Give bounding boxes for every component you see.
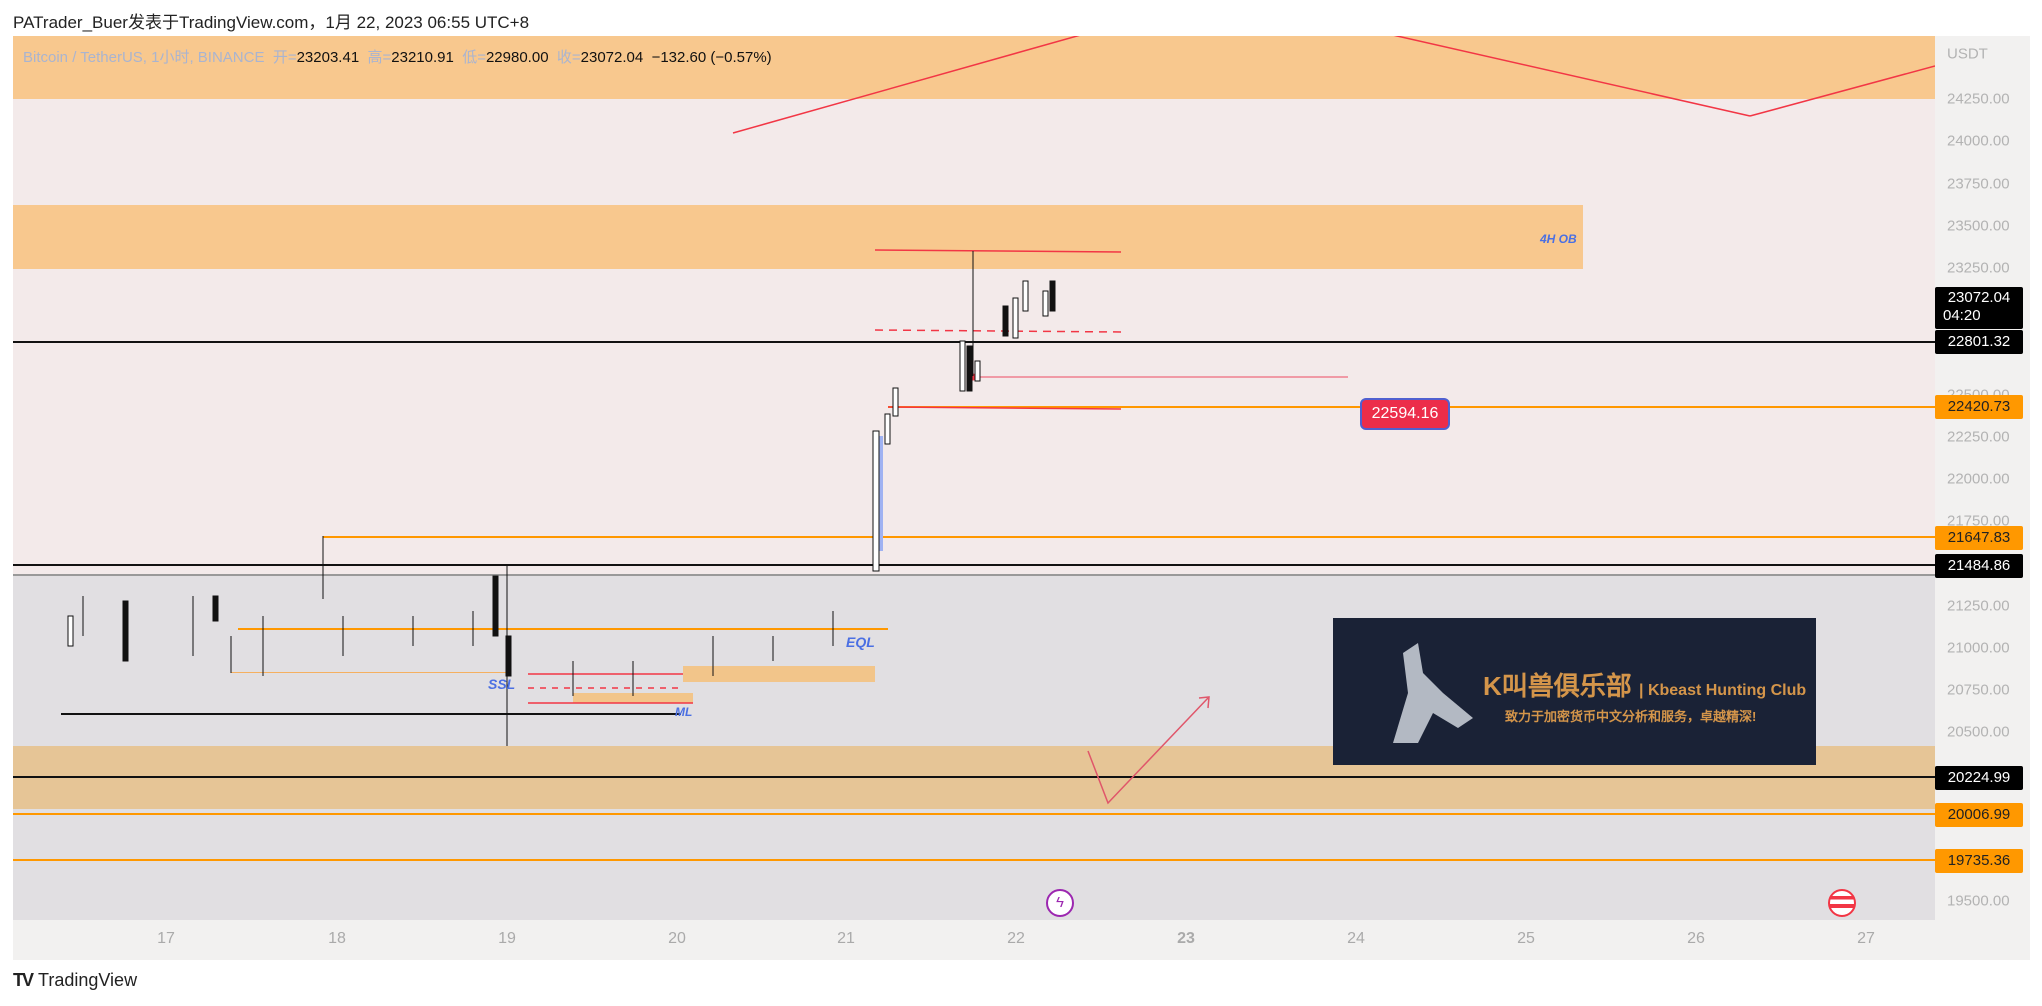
price-tag-21484: 21484.86: [1935, 554, 2023, 578]
time-label: 22: [1007, 930, 1025, 947]
price-tag-22420: 22420.73: [1935, 395, 2023, 419]
time-axis[interactable]: 17 18 19 20 21 22 23 24 25 26 27: [13, 920, 2030, 960]
currency-label: USDT: [1947, 45, 1988, 63]
footer-brand: TradingView: [38, 970, 138, 990]
time-label: 23: [1177, 930, 1195, 947]
time-label: 18: [328, 930, 346, 947]
level-21647[interactable]: [323, 536, 1935, 538]
open-label: 开=: [272, 49, 297, 66]
high-label: 高=: [367, 49, 392, 66]
price-marker-label[interactable]: 22594.16: [1360, 398, 1450, 430]
time-label: 27: [1857, 930, 1875, 947]
chart-pane[interactable]: 4H OB: [13, 36, 1935, 920]
price-tag-20224: 20224.99: [1935, 766, 2023, 790]
level-20224[interactable]: [13, 776, 1935, 778]
order-block-4h: [13, 205, 1583, 269]
tick: 23250.00: [1947, 259, 2010, 277]
change-value: −132.60 (−0.57%): [651, 49, 772, 66]
price-tag-22801: 22801.32: [1935, 330, 2023, 354]
publisher-line: PATrader_Buer发表于TradingView.com，1月 22, 2…: [13, 13, 530, 32]
price-tag-19735: 19735.36: [1935, 849, 2023, 873]
tick: 22000.00: [1947, 470, 2010, 488]
fvg-zone-1: [683, 666, 875, 682]
ssl-line[interactable]: [231, 672, 511, 673]
time-label: 20: [668, 930, 686, 947]
level-19735[interactable]: [13, 859, 1935, 861]
eql-label: EQL: [846, 634, 875, 650]
close-label: 收=: [556, 49, 581, 66]
tick: 23750.00: [1947, 175, 2010, 193]
tick: 20500.00: [1947, 723, 2010, 741]
time-label: 21: [837, 930, 855, 947]
drawings-layer: [67, 36, 1935, 805]
range-top-gray: [13, 574, 1935, 576]
time-label: 25: [1517, 930, 1535, 947]
hunter-illustration-icon: [1393, 643, 1473, 743]
high-value: 23210.91: [391, 49, 454, 66]
tick: 21750.00: [1947, 512, 2010, 530]
tick: 19500.00: [1947, 892, 2010, 910]
eql-line[interactable]: [238, 628, 888, 630]
lightning-event-icon[interactable]: ϟ: [1046, 889, 1074, 917]
low-label: 低=: [462, 49, 486, 66]
symbol-name[interactable]: Bitcoin / TetherUS, 1小时, BINANCE: [23, 49, 265, 66]
ml-label: ML: [675, 705, 693, 719]
time-label: 19: [498, 930, 516, 947]
supply-zone-top: [13, 36, 1935, 99]
tick: 21250.00: [1947, 597, 2010, 615]
level-20006[interactable]: [13, 813, 1935, 815]
open-value: 23203.41: [296, 49, 360, 66]
level-22801[interactable]: [13, 341, 1935, 343]
price-tag-21647: 21647.83: [1935, 526, 2023, 550]
bar-countdown: 04:20: [1943, 307, 1981, 324]
kbeast-club-banner: K叫兽俱乐部 | Kbeast Hunting Club 致力于加密货币中文分析…: [1333, 618, 1816, 765]
ml-line[interactable]: [61, 713, 681, 715]
close-value: 23072.04: [580, 49, 644, 66]
tick: 24000.00: [1947, 132, 2010, 150]
banner-subtitle: 致力于加密货币中文分析和服务，卓越精深!: [1505, 709, 1757, 724]
time-label: 17: [157, 930, 175, 947]
tick: 22250.00: [1947, 428, 2010, 446]
fvg-zone-2: [573, 693, 693, 703]
ob-label: 4H OB: [1540, 232, 1577, 246]
us-flag-event-icon[interactable]: [1828, 889, 1856, 917]
price-axis[interactable]: USDT 24250.00 24000.00 23750.00 23500.00…: [1935, 36, 2030, 920]
tick: 24250.00: [1947, 90, 2010, 108]
symbol-info-bar: Bitcoin / TetherUS, 1小时, BINANCE 开=23203…: [23, 46, 772, 67]
low-value: 22980.00: [485, 49, 549, 66]
level-21484[interactable]: [13, 564, 1935, 566]
price-tag-20006: 20006.99: [1935, 803, 2023, 827]
banner-title: K叫兽俱乐部 | Kbeast Hunting Club: [1483, 671, 1807, 701]
tradingview-footer[interactable]: TV TradingView: [13, 970, 137, 991]
tick: 23500.00: [1947, 217, 2010, 235]
current-price: 23072.04: [1947, 289, 2011, 306]
tick: 21000.00: [1947, 639, 2010, 657]
tick: 20750.00: [1947, 681, 2010, 699]
time-label: 26: [1687, 930, 1705, 947]
ssl-label: SSL: [488, 676, 516, 692]
tradingview-logo-icon: TV: [13, 970, 34, 990]
current-price-tag: 23072.04 04:20: [1935, 287, 2023, 329]
time-label: 24: [1347, 930, 1365, 947]
